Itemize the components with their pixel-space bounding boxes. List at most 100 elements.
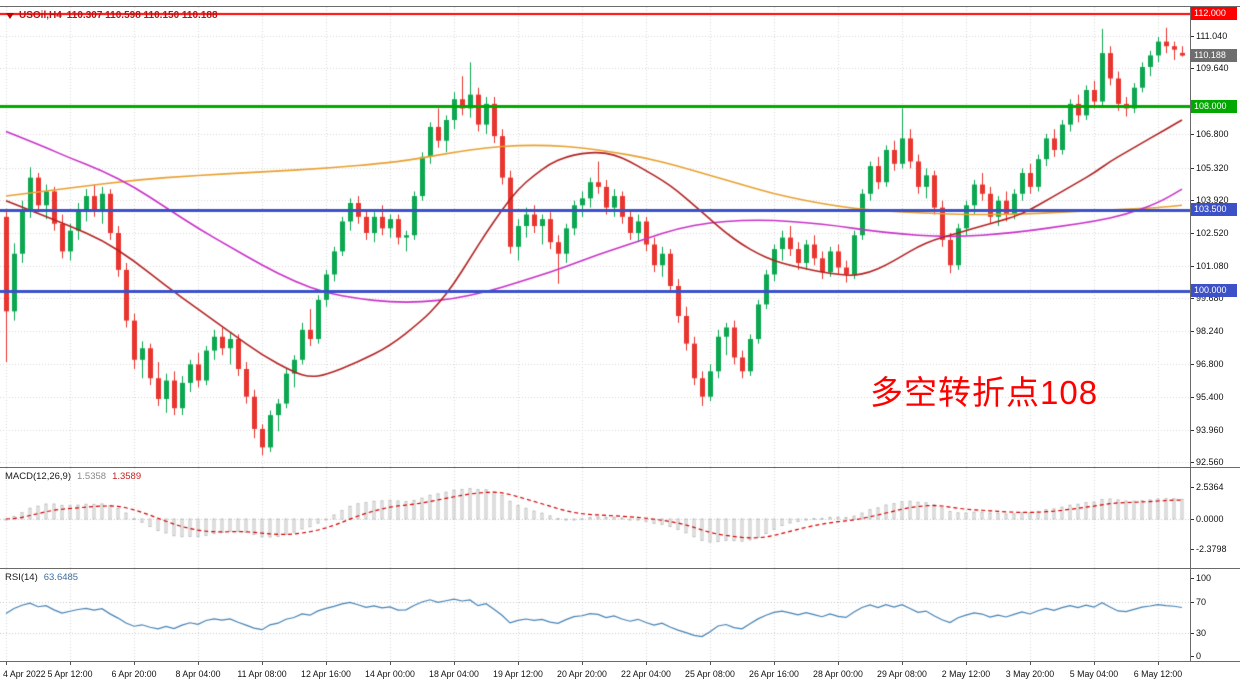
- price-tickmark: [1190, 36, 1194, 37]
- macd-indicator-label: MACD(12,26,9) 1.5358 1.3589: [5, 471, 141, 482]
- time-axis-label: 29 Apr 08:00: [877, 669, 927, 679]
- price-tickmark: [1190, 168, 1194, 169]
- price-level-badge: 112.000: [1191, 7, 1237, 20]
- time-tickmark: [838, 662, 839, 665]
- macd-tick-label: 0.0000: [1196, 514, 1224, 524]
- time-axis-label: 20 Apr 20:00: [557, 669, 607, 679]
- time-axis-label: 22 Apr 04:00: [621, 669, 671, 679]
- price-tickmark: [1190, 331, 1194, 332]
- macd-tick-label: -2.3798: [1196, 544, 1227, 554]
- price-tickmark: [1190, 68, 1194, 69]
- macd-tickmark: [1190, 519, 1194, 520]
- time-tickmark: [134, 662, 135, 665]
- time-axis-label: 5 May 04:00: [1069, 669, 1119, 679]
- time-axis-label: 14 Apr 00:00: [365, 669, 415, 679]
- price-level-badge: 108.000: [1191, 100, 1237, 113]
- time-axis-label: 26 Apr 16:00: [749, 669, 799, 679]
- macd-panel-separator[interactable]: [0, 467, 1240, 468]
- price-tick-label: 105.320: [1196, 163, 1229, 173]
- time-axis-label: 4 Apr 2022: [3, 669, 46, 679]
- chart-top-border: [0, 6, 1240, 7]
- rsi-tickmark: [1190, 602, 1194, 603]
- price-axis-separator: [1190, 7, 1191, 661]
- rsi-panel-separator[interactable]: [0, 568, 1240, 569]
- price-tickmark: [1190, 364, 1194, 365]
- time-tickmark: [774, 662, 775, 665]
- rsi-tick-label: 30: [1196, 628, 1207, 638]
- rsi-name: RSI(14): [5, 572, 38, 583]
- time-tickmark: [454, 662, 455, 665]
- time-tickmark: [902, 662, 903, 665]
- price-tickmark: [1190, 134, 1194, 135]
- time-tickmark: [646, 662, 647, 665]
- price-axis[interactable]: 111.040 109.640 106.800 105.320 103.920 102.5…: [1190, 0, 1240, 662]
- rsi-tick-label: 70: [1196, 597, 1207, 607]
- time-axis-label: 11 Apr 08:00: [237, 669, 287, 679]
- chart-text-annotation: 多空转折点108: [870, 374, 1099, 411]
- price-tick-label: 93.960: [1196, 425, 1224, 435]
- time-axis-label: 6 May 12:00: [1133, 669, 1183, 679]
- ohlc-values: 110.307 110.598 110.150 110.188: [66, 10, 218, 21]
- price-tick-label: 111.040: [1196, 31, 1228, 41]
- symbol-marker-icon: [6, 12, 14, 19]
- price-level-badge: 103.500: [1191, 203, 1237, 216]
- price-tick-label: 96.800: [1196, 359, 1224, 369]
- time-axis-label: 19 Apr 12:00: [493, 669, 543, 679]
- time-tickmark: [582, 662, 583, 665]
- price-tickmark: [1190, 397, 1194, 398]
- time-tickmark: [326, 662, 327, 665]
- price-tickmark: [1190, 233, 1194, 234]
- time-tickmark: [198, 662, 199, 665]
- time-axis-label: 8 Apr 04:00: [175, 669, 221, 679]
- price-tick-label: 101.080: [1196, 261, 1229, 271]
- price-tick-label: 92.560: [1196, 457, 1224, 467]
- time-tickmark: [966, 662, 967, 665]
- price-tick-label: 99.680: [1196, 293, 1224, 303]
- time-axis-label: 28 Apr 00:00: [813, 669, 863, 679]
- price-tickmark: [1190, 462, 1194, 463]
- macd-name: MACD(12,26,9): [5, 471, 71, 482]
- time-axis-label: 18 Apr 04:00: [429, 669, 479, 679]
- rsi-tickmark: [1190, 633, 1194, 634]
- time-tickmark: [1094, 662, 1095, 665]
- time-axis-label: 25 Apr 08:00: [685, 669, 735, 679]
- macd-panel-canvas[interactable]: [0, 468, 1190, 568]
- time-axis-label: 2 May 12:00: [941, 669, 991, 679]
- price-tick-label: 106.800: [1196, 129, 1229, 139]
- time-axis-label: 12 Apr 16:00: [301, 669, 351, 679]
- time-tickmark: [70, 662, 71, 665]
- rsi-indicator-label: RSI(14) 63.6485: [5, 572, 78, 583]
- price-tickmark: [1190, 298, 1194, 299]
- time-tickmark: [1158, 662, 1159, 665]
- time-tickmark: [6, 662, 7, 665]
- macd-tickmark: [1190, 487, 1194, 488]
- rsi-panel-canvas[interactable]: [0, 569, 1190, 661]
- price-level-badge: 100.000: [1191, 284, 1237, 297]
- time-axis[interactable]: 4 Apr 2022 5 Apr 12:00 6 Apr 20:00 8 Apr 04…: [0, 662, 1240, 698]
- time-tickmark: [518, 662, 519, 665]
- rsi-tickmark: [1190, 656, 1194, 657]
- rsi-tick-label: 0: [1196, 651, 1202, 661]
- time-axis-label: 6 Apr 20:00: [111, 669, 157, 679]
- time-tickmark: [710, 662, 711, 665]
- main-chart-canvas[interactable]: [0, 7, 1190, 467]
- price-tick-label: 109.640: [1196, 63, 1229, 73]
- price-tick-label: 102.520: [1196, 228, 1229, 238]
- time-axis-label: 5 Apr 12:00: [47, 669, 93, 679]
- macd-tickmark: [1190, 549, 1194, 550]
- macd-tick-label: 2.5364: [1196, 482, 1224, 492]
- price-tick-label: 103.920: [1196, 195, 1229, 205]
- symbol-timeframe-label: USOil,H4: [19, 10, 62, 21]
- price-tickmark: [1190, 200, 1194, 201]
- time-tickmark: [1030, 662, 1031, 665]
- chart-ohlc-info: USOil,H4 110.307 110.598 110.150 110.188: [6, 10, 218, 21]
- price-tickmark: [1190, 430, 1194, 431]
- time-axis-label: 3 May 20:00: [1005, 669, 1055, 679]
- macd-main-value: 1.5358: [77, 471, 107, 482]
- current-price-badge: 110.188: [1191, 49, 1237, 62]
- price-tick-label: 98.240: [1196, 326, 1224, 336]
- rsi-value: 63.6485: [43, 572, 79, 583]
- price-tick-label: 95.400: [1196, 392, 1224, 402]
- macd-signal-value: 1.3589: [112, 471, 142, 482]
